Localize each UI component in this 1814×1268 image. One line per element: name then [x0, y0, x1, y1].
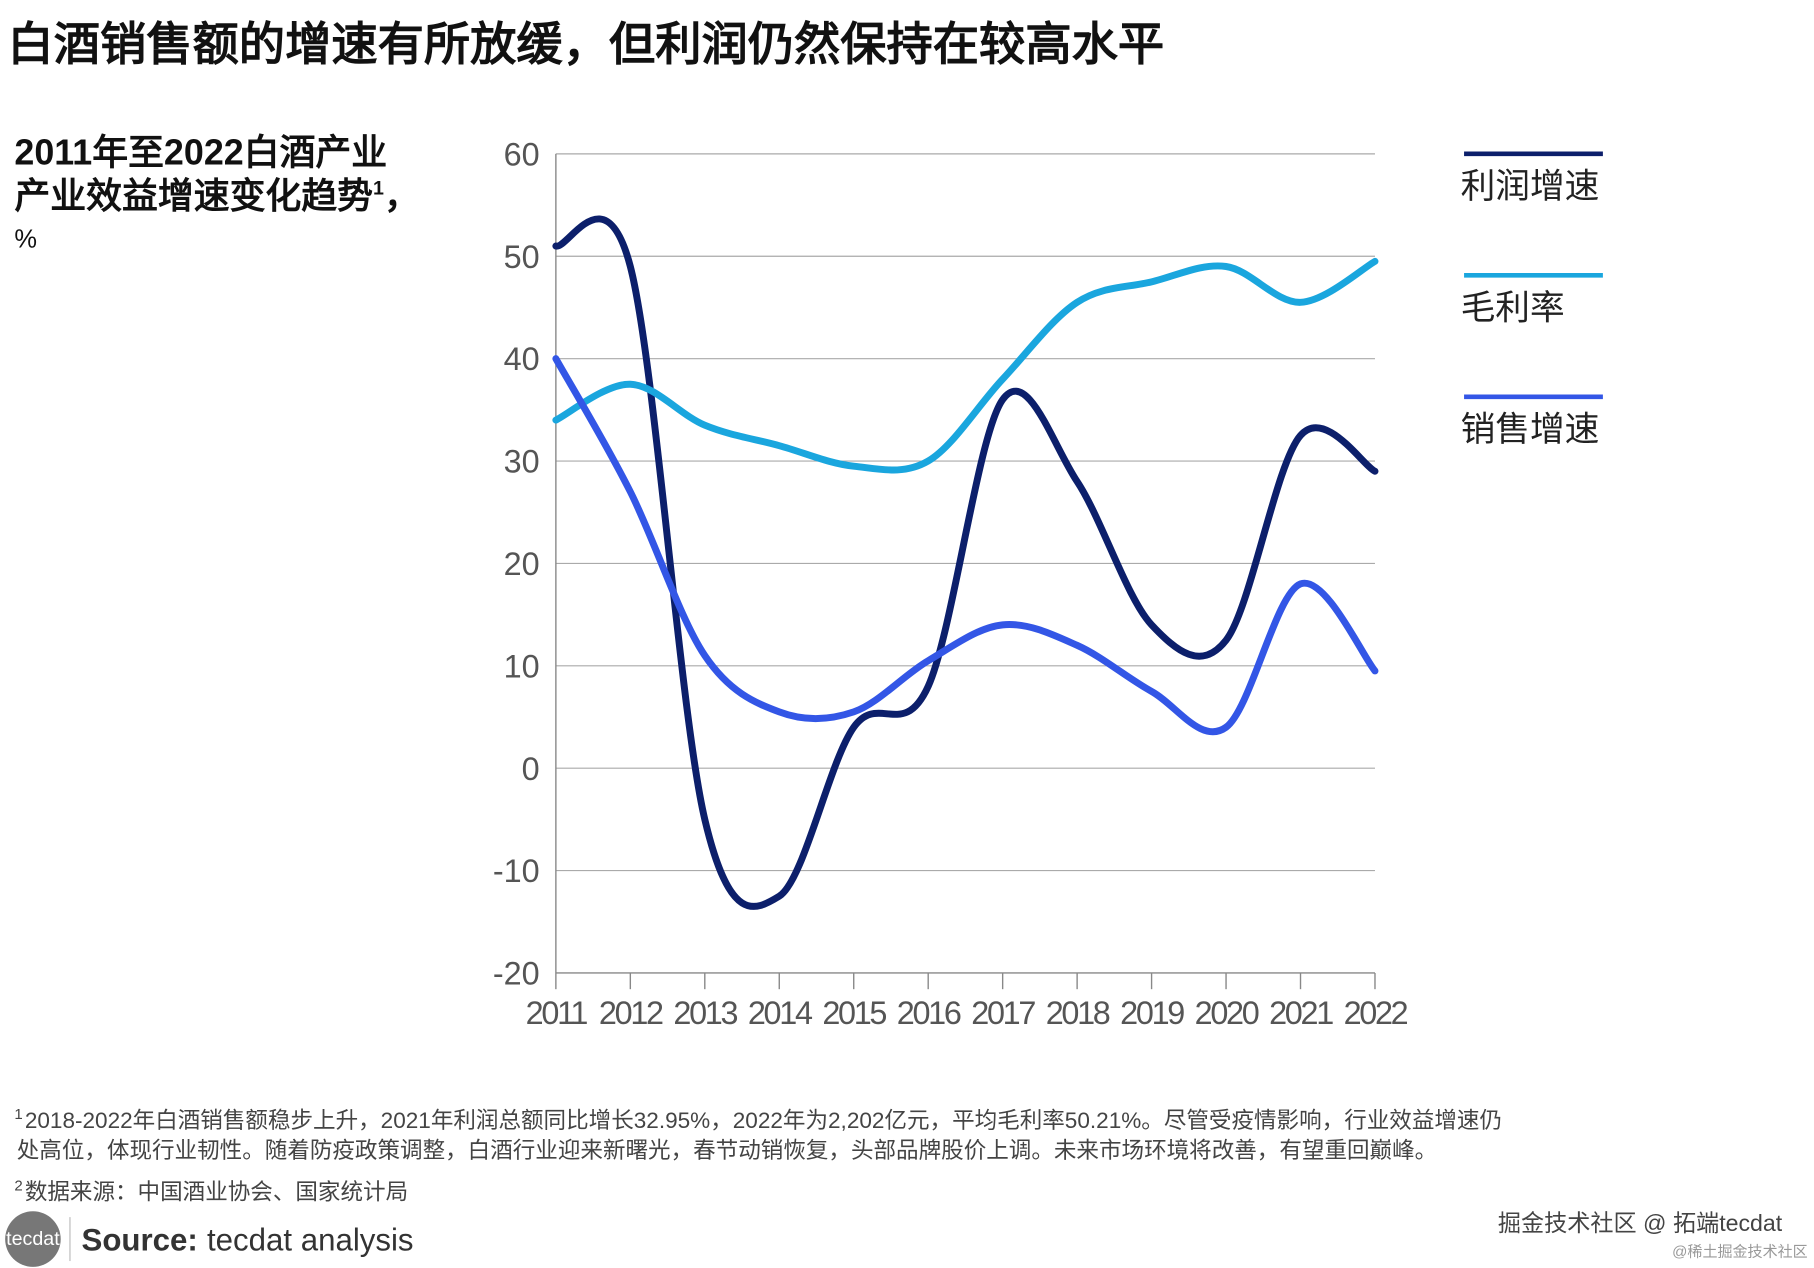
legend-label: 利润增速 — [1461, 167, 1600, 206]
source: Source: tecdat analysis — [82, 1223, 414, 1258]
watermark-small: @稀土掘金技术社区 — [1672, 1243, 1808, 1260]
x-tick-label: 2011 — [526, 995, 588, 1031]
x-tick-label: 2017 — [971, 995, 1035, 1031]
series-line — [552, 257, 1379, 474]
note-marker: 2 — [14, 1177, 22, 1194]
subtitle-note: 1 — [373, 177, 384, 199]
source-label: Source: — [82, 1223, 198, 1258]
subtitle: 产业效益增速变化趋势1， — [14, 175, 419, 216]
x-tick-label: 2018 — [1046, 995, 1110, 1031]
x-tick-label: 2012 — [599, 995, 663, 1031]
y-tick-label: 50 — [504, 239, 540, 275]
series-line — [552, 355, 1379, 736]
y-tick-label: 40 — [504, 341, 540, 377]
notes: 1 2018-2022年白酒销售额稳步上升，2021年利润总额同比增长32.95%… — [14, 1106, 1502, 1205]
y-tick-label: 20 — [504, 546, 540, 582]
logo-badge — [5, 1211, 61, 1267]
x-tick-label: 2015 — [822, 995, 886, 1031]
legend-label: 毛利率 — [1461, 288, 1565, 327]
y-tick-label: 0 — [522, 751, 540, 787]
source-text: tecdat analysis — [207, 1223, 414, 1258]
chart-title: 白酒销售额的增速有所放缓，但利润仍然保持在较高水平 — [7, 18, 1164, 70]
note-marker: 1 — [14, 1106, 22, 1123]
legend-label: 销售增速 — [1461, 410, 1600, 449]
x-tick-label: 2013 — [673, 995, 737, 1031]
subtitle: 产业效益增速变化趋势 — [14, 175, 373, 216]
y-tick-label: -20 — [493, 956, 540, 992]
series-line — [552, 215, 1379, 910]
x-tick-label: 2019 — [1120, 995, 1184, 1031]
y-tick-label: 60 — [504, 136, 540, 172]
x-tick-label: 2020 — [1195, 995, 1259, 1031]
x-tick-label: 2014 — [748, 995, 813, 1031]
logo: tecdat — [6, 1228, 60, 1250]
y-tick-label: -10 — [493, 853, 540, 889]
y-tick-label: 10 — [504, 648, 540, 684]
note-text: 2018-2022年白酒销售额稳步上升，2021年利润总额同比增长32.95%，… — [25, 1108, 1502, 1133]
x-tick-label: 2022 — [1344, 995, 1408, 1031]
note-text: 数据来源：中国酒业协会、国家统计局 — [25, 1180, 408, 1205]
x-tick-label: 2021 — [1269, 995, 1333, 1031]
unit: % — [14, 226, 37, 254]
subtitle: 2011年至2022白酒产业 — [14, 132, 387, 172]
watermark: 掘金技术社区 @ 拓端tecdat — [1498, 1210, 1783, 1236]
x-tick-label: 2016 — [897, 995, 961, 1031]
subtitle: ， — [384, 176, 420, 216]
y-tick-label: 30 — [504, 444, 540, 480]
note-text: 处高位，体现行业韧性。随着防疫政策调整，白酒行业迎来新曙光，春节动销恢复，头部品… — [17, 1138, 1437, 1163]
